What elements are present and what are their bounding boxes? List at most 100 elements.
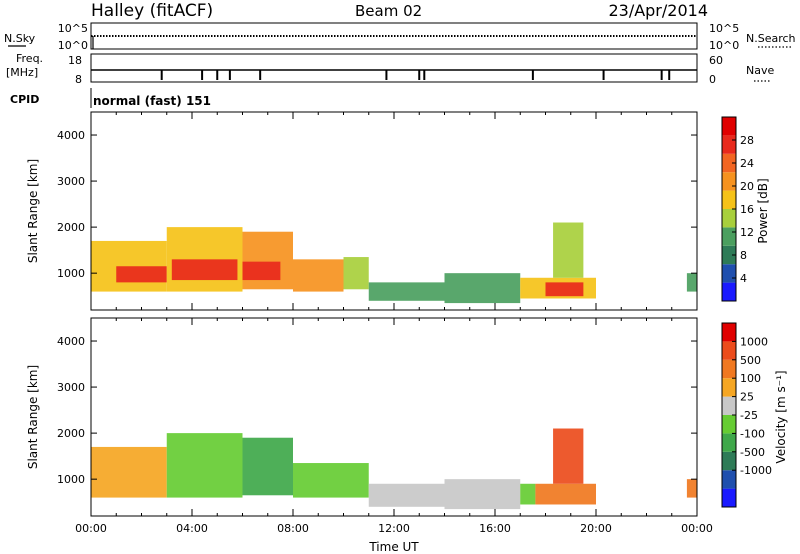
velocity-colorbar-label: Velocity [m s⁻¹] bbox=[774, 370, 788, 463]
velocity-colorbar-cell bbox=[722, 396, 736, 415]
power-colorbar-tick: 4 bbox=[740, 272, 747, 285]
velocity-ytick-label: 3000 bbox=[57, 381, 85, 394]
nsky-tick-top: 10^5 bbox=[58, 22, 88, 35]
power-colorbar-cell bbox=[722, 117, 736, 136]
velocity-colorbar-cell bbox=[722, 433, 736, 452]
time-axis-label: Time UT bbox=[368, 540, 419, 554]
freq-tick-top: 18 bbox=[68, 54, 82, 67]
velocity-xtick-label: 04:00 bbox=[176, 522, 208, 535]
nsearch-label: N.Search bbox=[746, 32, 796, 45]
power-colorbar-cell bbox=[722, 282, 736, 301]
power-region-9 bbox=[444, 273, 521, 304]
power-ytick-label: 2000 bbox=[57, 221, 85, 234]
power-colorbar-tick: 20 bbox=[740, 180, 754, 193]
freq-label: Freq. bbox=[16, 52, 43, 65]
power-colorbar-tick: 16 bbox=[740, 203, 754, 216]
velocity-colorbar-tick: 25 bbox=[740, 391, 754, 404]
velocity-region-1 bbox=[166, 433, 243, 498]
power-region-0 bbox=[91, 240, 167, 292]
velocity-colorbar-cell bbox=[722, 359, 736, 379]
velocity-region-8 bbox=[553, 428, 584, 484]
power-data bbox=[91, 222, 697, 304]
velocity-region-5 bbox=[444, 479, 521, 510]
velocity-colorbar-cell bbox=[722, 451, 736, 471]
power-region-13 bbox=[686, 273, 697, 292]
power-region-2 bbox=[166, 227, 243, 292]
power-ylabel: Slant Range [km] bbox=[26, 159, 40, 263]
velocity-colorbar-cell bbox=[722, 415, 736, 434]
velocity-colorbar-tick: -500 bbox=[740, 446, 765, 459]
power-region-11 bbox=[545, 282, 584, 297]
velocity-colorbar-tick: 1000 bbox=[740, 335, 768, 348]
power-region-7 bbox=[343, 257, 369, 290]
velocity-colorbar-cell bbox=[722, 341, 736, 360]
velocity-region-9 bbox=[686, 479, 697, 498]
velocity-xtick-label: 16:00 bbox=[479, 522, 511, 535]
velocity-ytick-label: 4000 bbox=[57, 335, 85, 348]
velocity-region-0 bbox=[91, 446, 167, 498]
power-colorbar-tick: 28 bbox=[740, 134, 754, 147]
cpid-value: normal (fast) 151 bbox=[93, 94, 211, 108]
velocity-xtick-label: 00:00 bbox=[681, 522, 713, 535]
nave-tick-bottom: 0 bbox=[709, 73, 716, 86]
power-colorbar-cell bbox=[722, 153, 736, 173]
power-colorbar-cell bbox=[722, 227, 736, 246]
power-colorbar-label: Power [dB] bbox=[756, 178, 770, 243]
freq-panel: Freq. [MHz] 18 8 60 0 Nave bbox=[6, 52, 774, 86]
power-colorbar-tick: 8 bbox=[740, 249, 747, 262]
velocity-colorbar-tick: 100 bbox=[740, 372, 761, 385]
power-colorbar-cell bbox=[722, 135, 736, 154]
velocity-region-7 bbox=[535, 483, 596, 505]
velocity-xtick-label: 12:00 bbox=[378, 522, 410, 535]
velocity-colorbar: 1000 500 100 25 -25 -100 -500 -1000 bbox=[721, 322, 772, 508]
nsearch-tick-top: 10^5 bbox=[709, 22, 739, 35]
power-panel: 1000 2000 3000 4000 Slant Range [km] 28 24 20… bbox=[26, 111, 770, 311]
velocity-colorbar-cell bbox=[722, 470, 736, 489]
velocity-colorbar-cell bbox=[722, 323, 736, 342]
velocity-region-3 bbox=[293, 463, 369, 498]
station-title: Halley (fitACF) bbox=[91, 1, 213, 21]
velocity-region-6 bbox=[520, 483, 536, 505]
power-colorbar: 28 24 20 16 12 8 4 bbox=[721, 116, 754, 302]
nsearch-tick-bottom: 10^0 bbox=[709, 39, 739, 52]
power-colorbar-cell bbox=[722, 190, 736, 209]
power-colorbar-cell bbox=[722, 172, 736, 191]
velocity-xtick-label: 08:00 bbox=[277, 522, 309, 535]
velocity-panel: 1000 2000 3000 4000 00:00 04:00 08:00 12:00 16:… bbox=[26, 317, 788, 535]
velocity-colorbar-cell bbox=[722, 488, 736, 507]
power-colorbar-tick: 24 bbox=[740, 157, 754, 170]
power-colorbar-cell bbox=[722, 209, 736, 228]
velocity-data bbox=[91, 428, 697, 510]
nsky-tick-bottom: 10^0 bbox=[58, 39, 88, 52]
cpid-label: CPID bbox=[10, 93, 39, 106]
power-colorbar-cell bbox=[722, 245, 736, 265]
velocity-colorbar-tick: 500 bbox=[740, 354, 761, 367]
velocity-colorbar-tick: -100 bbox=[740, 427, 765, 440]
velocity-ylabel: Slant Range [km] bbox=[26, 365, 40, 469]
velocity-xtick-label: 20:00 bbox=[580, 522, 612, 535]
freq-tick-bottom: 8 bbox=[75, 73, 82, 86]
power-colorbar-tick: 12 bbox=[740, 226, 754, 239]
power-region-12 bbox=[553, 222, 584, 278]
power-region-3 bbox=[171, 259, 238, 281]
velocity-colorbar-tick: -1000 bbox=[740, 464, 772, 477]
beam-label: Beam 02 bbox=[355, 2, 422, 20]
power-ytick-label: 3000 bbox=[57, 175, 85, 188]
power-ytick-label: 4000 bbox=[57, 129, 85, 142]
velocity-colorbar-tick: -25 bbox=[740, 409, 758, 422]
velocity-colorbar-cell bbox=[722, 378, 736, 397]
velocity-ytick-label: 1000 bbox=[57, 473, 85, 486]
power-region-1 bbox=[116, 266, 167, 283]
power-region-8 bbox=[368, 282, 445, 301]
power-region-5 bbox=[242, 261, 281, 281]
nave-label: Nave bbox=[746, 64, 774, 77]
velocity-ytick-label: 2000 bbox=[57, 427, 85, 440]
nsky-label: N.Sky bbox=[4, 32, 36, 45]
power-colorbar-cell bbox=[722, 264, 736, 283]
power-region-6 bbox=[293, 259, 344, 292]
velocity-xtick-label: 00:00 bbox=[75, 522, 107, 535]
date-label: 23/Apr/2014 bbox=[608, 1, 708, 20]
velocity-region-4 bbox=[368, 483, 445, 507]
power-ytick-label: 1000 bbox=[57, 267, 85, 280]
